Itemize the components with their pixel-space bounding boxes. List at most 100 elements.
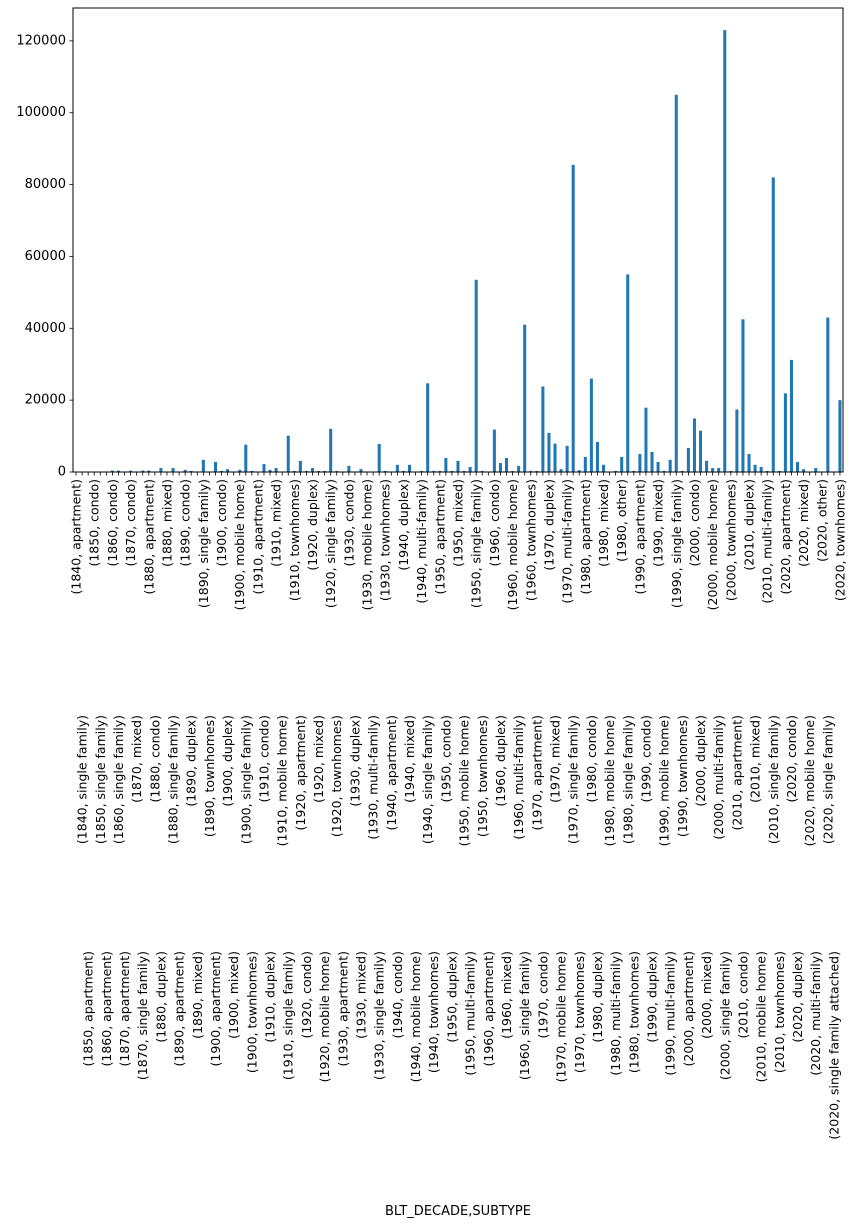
x-tick-label: (1880, single family) [166,715,181,844]
bar [669,460,672,472]
bar [784,393,787,472]
bar [754,465,757,472]
x-tick-label: (1850, single family) [93,715,108,844]
bar [723,30,726,472]
x-tick-label: (1900, mixed) [226,951,241,1039]
x-tick-label: (2000, townhomes) [723,479,738,601]
x-tick-label: (1900, duplex) [220,715,235,807]
x-tick-label: (1860, condo) [105,479,120,567]
x-tick-label: (1980, multi-family) [608,951,623,1076]
bar [214,462,217,472]
x-tick-label: (1960, apartment) [481,951,496,1067]
bar [444,458,447,472]
x-tick-label: (1900, mobile home) [232,479,247,610]
x-tick-label: (1980, single family) [620,715,635,844]
bar [675,95,678,472]
bar [426,383,429,472]
x-tick-label: (2000, mobile home) [705,479,720,610]
x-tick-label: (2010, mobile home) [754,951,769,1082]
x-tick-label: (1870, apartment) [117,951,132,1067]
x-tick-label: (1890, apartment) [172,951,187,1067]
bar [693,418,696,472]
bar [275,468,278,472]
x-tick-label: (2020, single family attached) [826,951,841,1140]
bar [329,429,332,472]
x-tick-label: (1910, condo) [256,715,271,803]
plot-frame [73,8,843,472]
bar [838,400,841,472]
bar [705,461,708,472]
x-tick-label: (2020, duplex) [790,951,805,1043]
x-tick-label: (1900, single family) [238,715,253,844]
x-tick-label: (1940, duplex) [396,479,411,571]
x-tick-label: (1970, duplex) [541,479,556,571]
x-tick-label: (1990, duplex) [645,951,660,1043]
x-tick-label: (2020, single family) [820,715,835,844]
bar [541,386,544,472]
x-tick-label: (2010, townhomes) [772,951,787,1073]
x-axis-label: BLT_DECADE,SUBTYPE [385,1204,531,1219]
bar [826,318,829,472]
bar [287,436,290,472]
y-tick-label: 80000 [25,177,66,192]
x-tick-label: (1880, duplex) [153,951,168,1043]
x-tick-label: (2000, mixed) [699,951,714,1039]
x-tick-label: (2010, mixed) [748,715,763,803]
x-tick-label: (1930, single family) [372,951,387,1080]
bar [456,461,459,472]
bar [347,466,350,472]
y-tick-label: 120000 [16,33,66,48]
bar [523,325,526,472]
x-tick-label: (1920, condo) [299,951,314,1039]
x-tick-label: (1850, condo) [87,479,102,567]
x-tick-label: (1960, mobile home) [505,479,520,610]
y-tick-label: 20000 [25,393,66,408]
x-tick-label: (1930, condo) [341,479,356,567]
x-tick-label: (1940, townhomes) [426,951,441,1073]
x-tick-label: (1940, multi-family) [414,479,429,604]
bar [475,280,478,472]
x-tick-label: (1930, duplex) [347,715,362,807]
x-tick-label: (1970, condo) [535,951,550,1039]
x-tick-label: (2020, mobile home) [802,715,817,846]
bars [75,30,842,472]
bar [547,433,550,472]
x-tick-label: (2020, mixed) [796,479,811,567]
bar [687,448,690,472]
x-tick-label: (1960, single family) [517,951,532,1080]
bar [772,177,775,472]
bar [796,462,799,472]
bar [814,468,817,472]
x-tick-label: (1950, multi-family) [463,951,478,1076]
bar [735,409,738,472]
x-tick-label: (1920, apartment) [293,715,308,831]
x-tick-label: (1980, duplex) [590,951,605,1043]
bar [499,463,502,472]
x-tick-label: (1940, mobile home) [408,951,423,1082]
x-tick-label: (1950, mixed) [451,479,466,567]
x-tick-label: (1950, townhomes) [475,715,490,837]
x-tick-label: (1990, mixed) [651,479,666,567]
y-tick-label: 0 [58,465,66,480]
x-tick-label: (1940, single family) [420,715,435,844]
bar [493,430,496,472]
x-tick-label: (1940, mixed) [402,715,417,803]
bar [299,461,302,472]
x-tick-label: (1990, condo) [638,715,653,803]
x-tick-label: (1970, multi-family) [560,479,575,604]
bar [572,165,575,472]
x-tick-label: (1990, multi-family) [663,951,678,1076]
x-tick-label: (1940, condo) [390,951,405,1039]
x-tick-label: (1960, condo) [487,479,502,567]
x-tick-label: (1980, apartment) [578,479,593,595]
x-tick-label: (2000, multi-family) [711,715,726,840]
bar [699,431,702,472]
x-tick-label: (1950, apartment) [432,479,447,595]
x-tick-label: (1870, mixed) [129,715,144,803]
x-tick-label: (1970, mobile home) [554,951,569,1082]
x-tick-label: (1930, townhomes) [378,479,393,601]
x-tick-label: (1980, other) [614,479,629,562]
x-tick-label: (2020, condo) [784,715,799,803]
x-tick-label: (1970, townhomes) [572,951,587,1073]
bar [517,466,520,472]
